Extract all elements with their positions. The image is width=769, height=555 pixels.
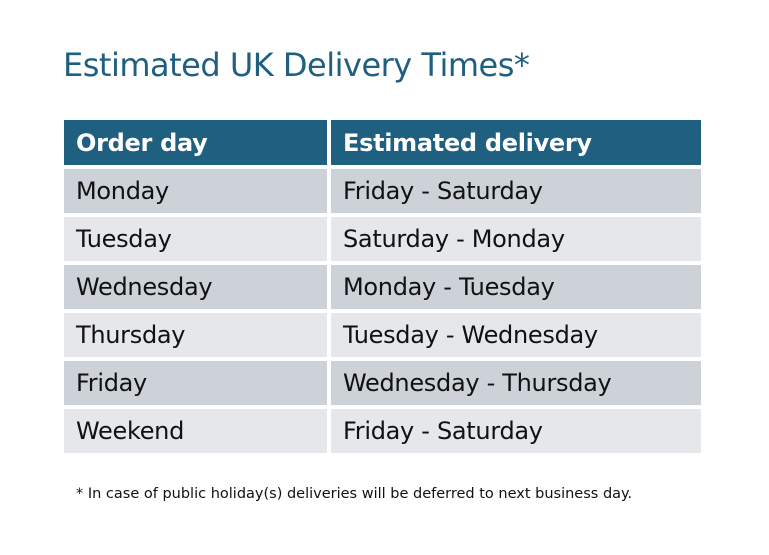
header-order-day: Order day [64, 120, 327, 165]
order-day-cell: Friday [64, 361, 327, 405]
table-row: Friday Wednesday - Thursday [64, 361, 701, 405]
table-row: Monday Friday - Saturday [64, 169, 701, 213]
estimated-delivery-cell: Saturday - Monday [331, 217, 701, 261]
table-row: Wednesday Monday - Tuesday [64, 265, 701, 309]
order-day-cell: Monday [64, 169, 327, 213]
estimated-delivery-cell: Friday - Saturday [331, 409, 701, 453]
estimated-delivery-cell: Monday - Tuesday [331, 265, 701, 309]
estimated-delivery-cell: Friday - Saturday [331, 169, 701, 213]
header-estimated-delivery: Estimated delivery [331, 120, 701, 165]
estimated-delivery-cell: Wednesday - Thursday [331, 361, 701, 405]
table-row: Weekend Friday - Saturday [64, 409, 701, 453]
table-header-row: Order day Estimated delivery [64, 120, 701, 165]
delivery-times-table: Order day Estimated delivery Monday Frida… [64, 120, 701, 457]
table-row: Thursday Tuesday - Wednesday [64, 313, 701, 357]
estimated-delivery-cell: Tuesday - Wednesday [331, 313, 701, 357]
order-day-cell: Wednesday [64, 265, 327, 309]
order-day-cell: Tuesday [64, 217, 327, 261]
page-title: Estimated UK Delivery Times* [63, 46, 530, 84]
order-day-cell: Weekend [64, 409, 327, 453]
order-day-cell: Thursday [64, 313, 327, 357]
table-row: Tuesday Saturday - Monday [64, 217, 701, 261]
footnote: * In case of public holiday(s) deliverie… [76, 486, 633, 502]
